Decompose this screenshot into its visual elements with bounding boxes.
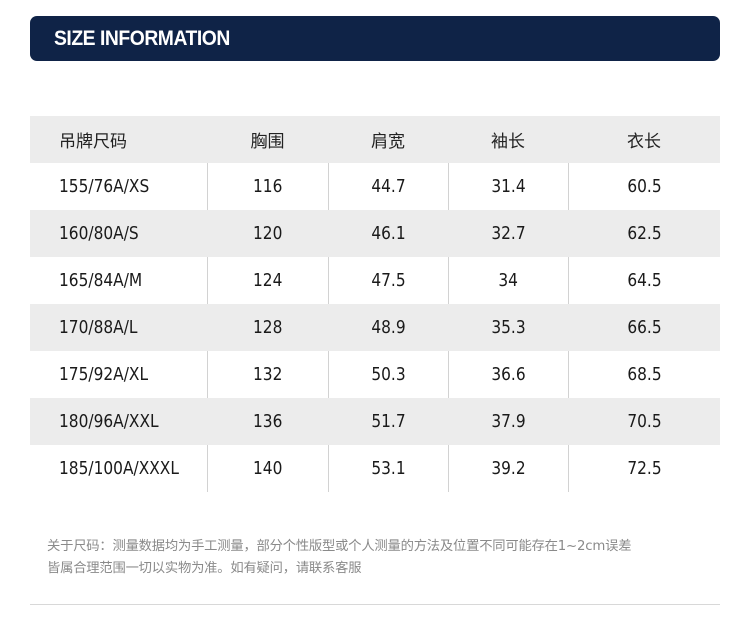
length-cell: 70.5: [567, 398, 720, 445]
chest-cell: 124: [206, 257, 328, 304]
shoulder-cell: 51.7: [327, 398, 448, 445]
table-row: 155/76A/XS 116 44.7 31.4 60.5: [30, 163, 720, 210]
shoulder-cell: 44.7: [327, 163, 448, 210]
sleeve-cell: 34: [447, 257, 568, 304]
size-cell: 165/84A/M: [59, 270, 143, 291]
sleeve-cell: 36.6: [447, 351, 568, 398]
sleeve-cell: 35.3: [447, 304, 568, 351]
length-cell: 62.5: [567, 210, 720, 257]
length-cell: 68.5: [567, 351, 720, 398]
size-cell: 170/88A/L: [30, 304, 207, 351]
chest-cell: 132: [206, 351, 328, 398]
size-table: 吊牌尺码 胸围 肩宽 袖长 衣长 155/76A/XS 116 44.7 31.…: [30, 116, 720, 492]
sleeve-cell: 37.9: [447, 398, 568, 445]
column-header-length: 衣长: [568, 116, 720, 163]
size-cell: 185/100A/XXXL: [59, 458, 179, 479]
table-row: 170/88A/L 128 48.9 35.3 66.5: [30, 304, 720, 351]
size-disclaimer-note: 关于尺码：测量数据均为手工测量，部分个性版型或个人测量的方法及位置不同可能存在1…: [47, 536, 727, 580]
bottom-divider: [30, 604, 720, 605]
shoulder-cell: 48.9: [327, 304, 448, 351]
chest-cell: 140: [206, 445, 328, 492]
table-row: 175/92A/XL 132 50.3 36.6 68.5: [30, 351, 720, 398]
note-line: 关于尺码：测量数据均为手工测量，部分个性版型或个人测量的方法及位置不同可能存在1…: [47, 539, 632, 554]
page-title: SIZE INFORMATION: [54, 26, 230, 50]
sleeve-cell: 39.2: [447, 445, 568, 492]
length-cell: 60.5: [567, 163, 720, 210]
shoulder-cell: 46.1: [327, 210, 448, 257]
size-cell: 155/76A/XS: [59, 176, 150, 197]
chest-cell: 120: [206, 210, 328, 257]
shoulder-cell: 53.1: [327, 445, 448, 492]
column-header-size-tag: 吊牌尺码: [30, 116, 207, 163]
size-cell: 160/80A/S: [30, 210, 207, 257]
column-header-chest: 胸围: [207, 116, 328, 163]
chest-cell: 136: [206, 398, 328, 445]
chest-cell: 116: [206, 163, 328, 210]
length-cell: 72.5: [567, 445, 720, 492]
size-cell: 175/92A/XL: [59, 364, 149, 385]
length-cell: 66.5: [567, 304, 720, 351]
sleeve-cell: 32.7: [447, 210, 568, 257]
chest-cell: 128: [206, 304, 328, 351]
title-banner: SIZE INFORMATION: [30, 16, 720, 61]
shoulder-cell: 50.3: [327, 351, 448, 398]
sleeve-cell: 31.4: [447, 163, 568, 210]
shoulder-cell: 47.5: [327, 257, 448, 304]
size-cell: 180/96A/XXL: [30, 398, 207, 445]
table-header-row: 吊牌尺码 胸围 肩宽 袖长 衣长: [30, 116, 720, 163]
table-row: 185/100A/XXXL 140 53.1 39.2 72.5: [30, 445, 720, 492]
table-row: 180/96A/XXL 136 51.7 37.9 70.5: [30, 398, 720, 445]
column-header-sleeve: 袖长: [448, 116, 568, 163]
column-header-shoulder: 肩宽: [328, 116, 448, 163]
length-cell: 64.5: [567, 257, 720, 304]
table-row: 160/80A/S 120 46.1 32.7 62.5: [30, 210, 720, 257]
table-row: 165/84A/M 124 47.5 34 64.5: [30, 257, 720, 304]
note-line: 皆属合理范围一切以实物为准。如有疑问，请联系客服: [47, 561, 362, 576]
